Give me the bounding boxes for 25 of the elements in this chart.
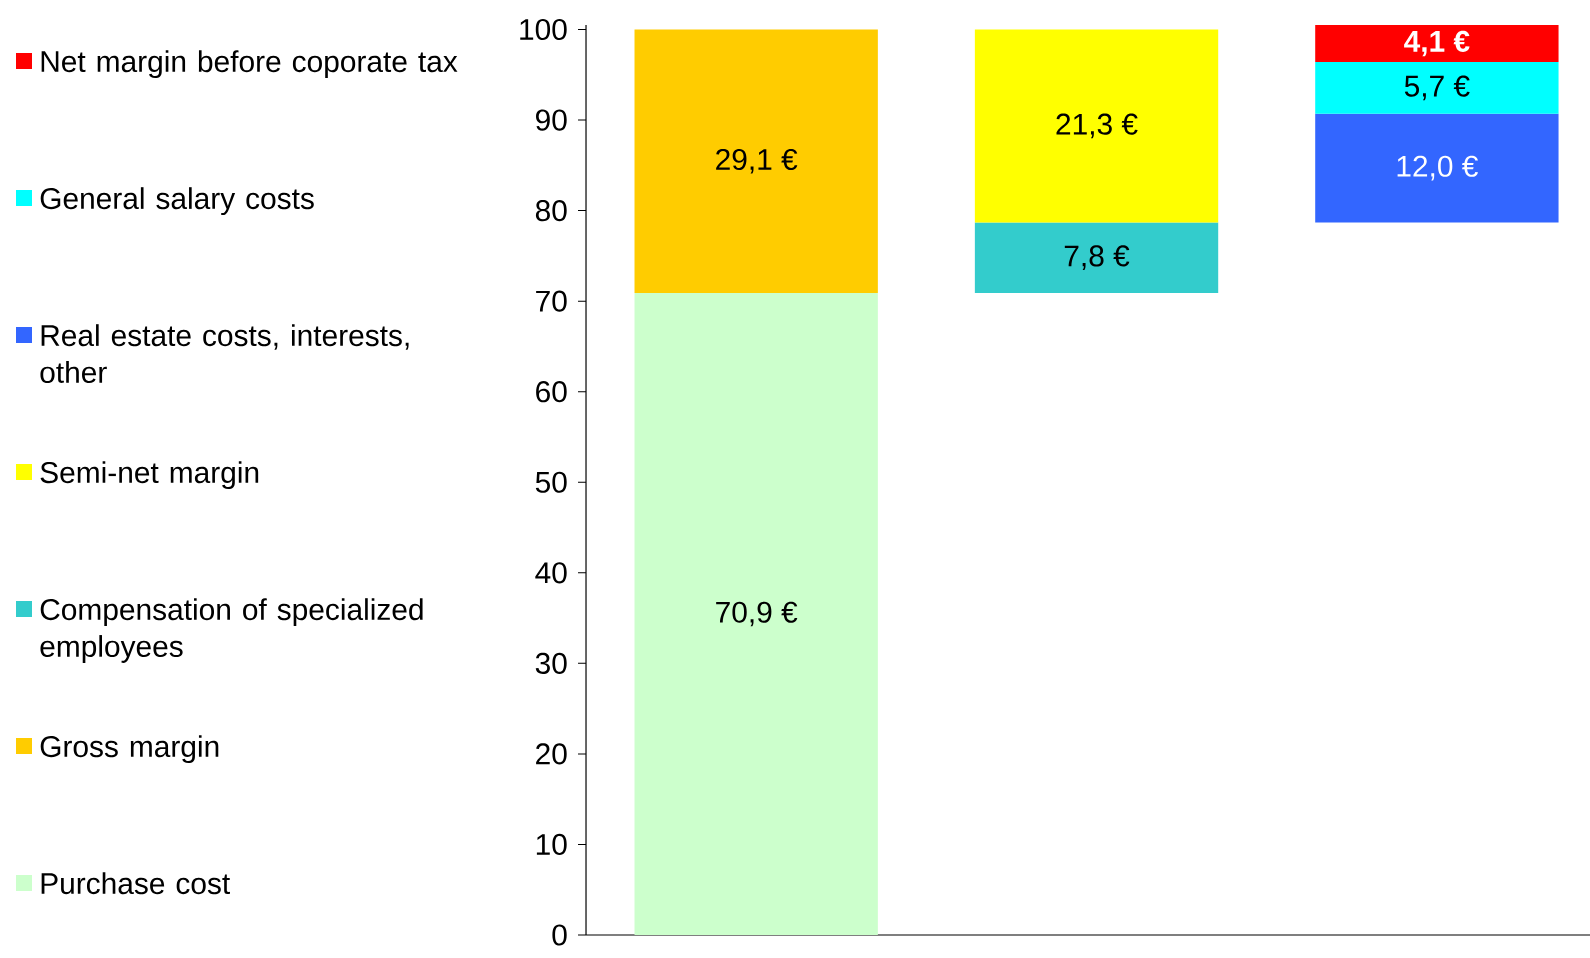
data-label: 70,9 € [716,601,798,627]
y-tick-label: 90 [536,109,567,131]
data-label: 29,1 € [716,148,798,174]
legend-label: Real estate costs, interests, other [40,324,409,384]
data-label: 12,0 € [1397,155,1478,181]
y-tick-label: 100 [520,18,567,41]
y-tick-label: 30 [535,652,567,674]
data-label: 21,3 € [1056,113,1138,139]
y-tick-label: 60 [536,381,567,403]
data-label: 4,1 € [1404,30,1470,57]
legend-label: Semi-net margin [40,461,259,490]
y-tick-label: 10 [536,833,567,856]
legend-label: General salary costs [40,187,314,216]
data-label: 7,8 € [1064,245,1130,271]
y-tick-label: 80 [535,200,567,222]
data-label: 5,7 € [1404,75,1470,101]
y-tick-label: 20 [536,743,567,765]
legend-label: Net margin before coporate tax [41,50,458,79]
y-tick-label: 50 [535,471,567,493]
legend-label: Compensation of specialized employees [40,598,423,663]
legend-label: Gross margin [40,735,219,764]
y-tick-label: 40 [535,562,567,584]
y-tick-label: 0 [552,924,567,946]
legend-label: Purchase cost [41,872,230,895]
y-tick-label: 70 [536,290,567,312]
